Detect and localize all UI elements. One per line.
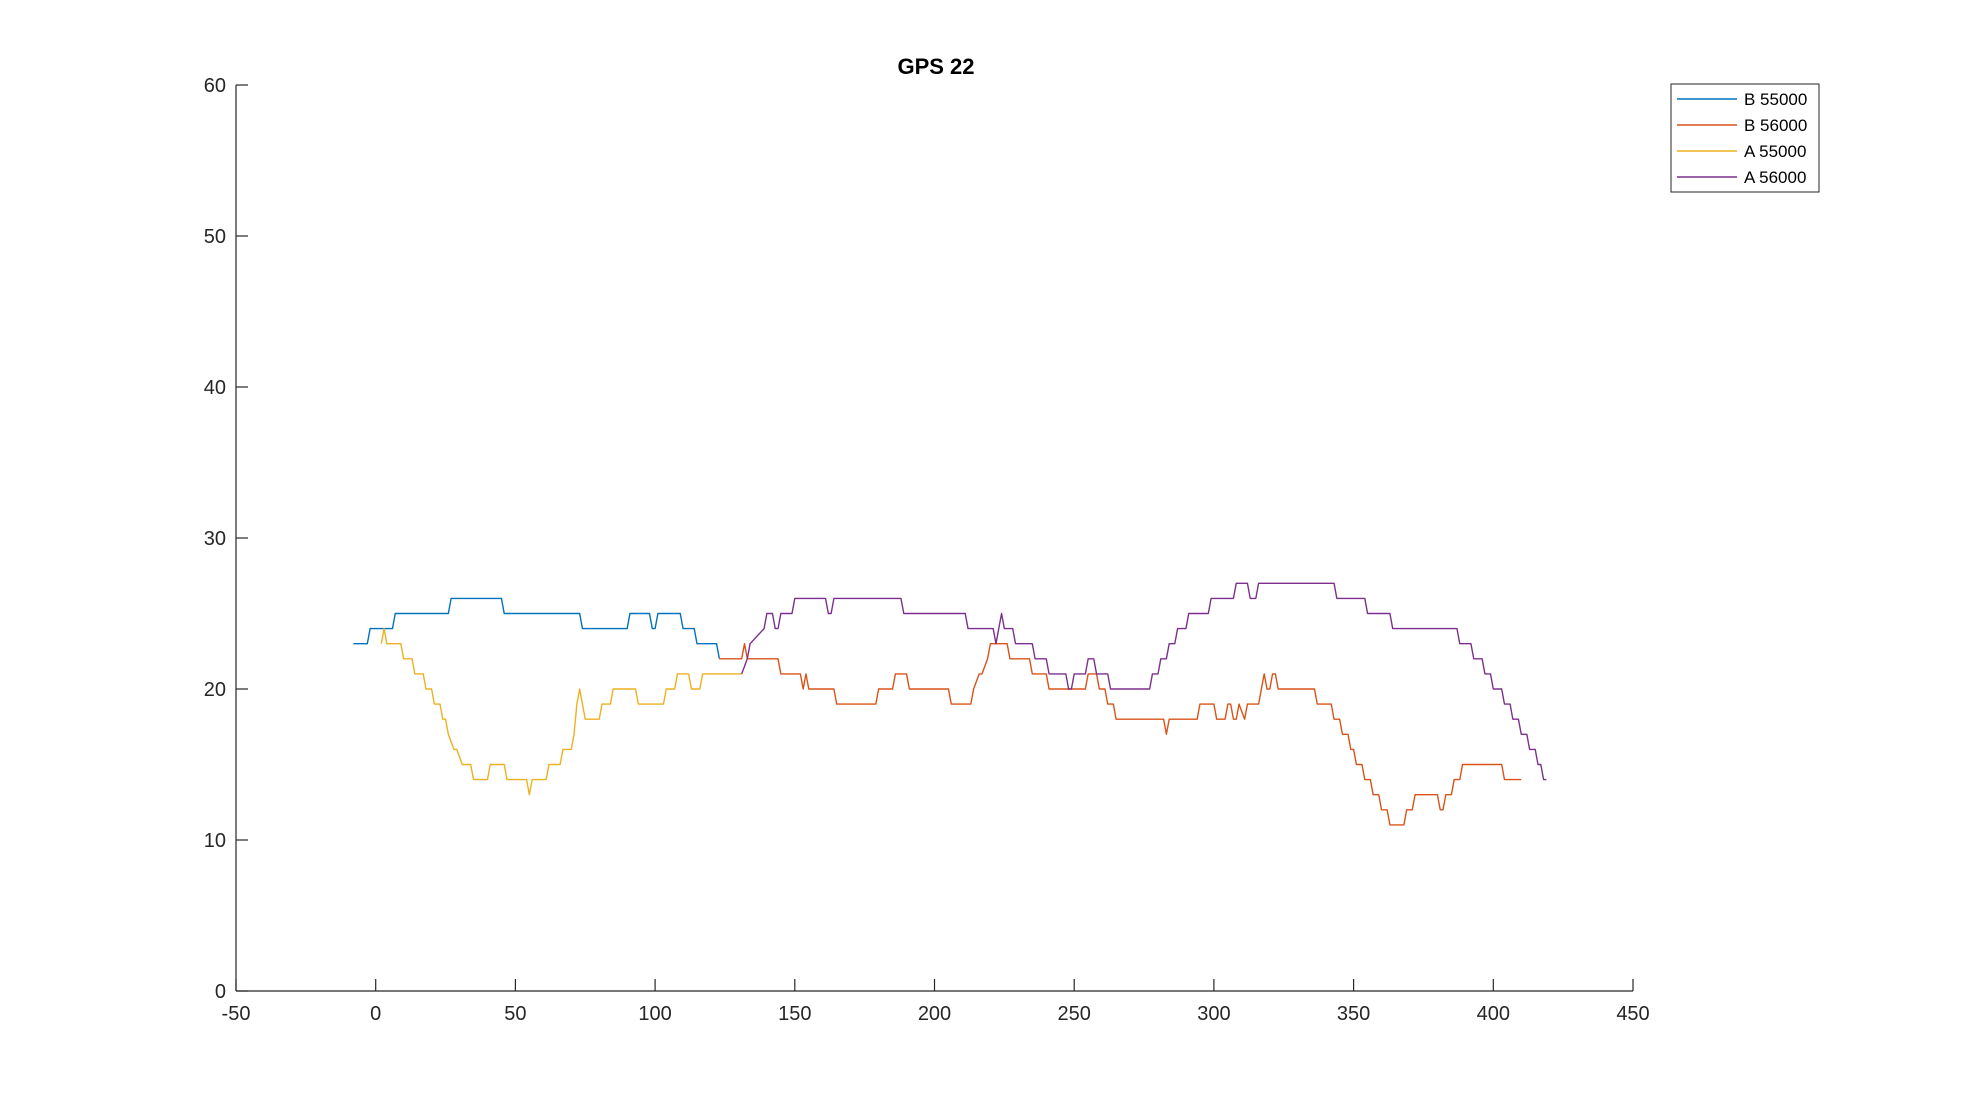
legend-label: B 55000 — [1744, 90, 1807, 109]
y-tick-label: 50 — [204, 226, 226, 248]
y-tick-label: 60 — [204, 75, 226, 97]
legend-label: B 56000 — [1744, 116, 1807, 135]
x-tick-label: 0 — [370, 1003, 381, 1025]
x-tick-label: 200 — [918, 1003, 951, 1025]
x-tick-label: 400 — [1477, 1003, 1510, 1025]
series-line-4 — [741, 582, 1547, 781]
y-tick-label: 0 — [215, 981, 226, 1003]
y-tick-label: 20 — [204, 679, 226, 701]
y-tick-label: 30 — [204, 528, 226, 550]
legend-label: A 56000 — [1744, 168, 1806, 187]
x-tick-label: 450 — [1616, 1003, 1649, 1025]
legend-box — [1670, 83, 1820, 193]
series-line-2 — [719, 643, 1522, 826]
legend: B 55000 B 56000 A 55000 A 56000 — [1670, 83, 1820, 193]
x-tick-label: 100 — [638, 1003, 671, 1025]
chart-title: GPS 22 — [897, 54, 974, 79]
series-line-3 — [380, 627, 742, 796]
series-line-1 — [353, 597, 721, 659]
x-tick-label: 150 — [778, 1003, 811, 1025]
x-tick-label: 50 — [504, 1003, 526, 1025]
x-tick-label: 250 — [1058, 1003, 1091, 1025]
y-tick-label: 40 — [204, 377, 226, 399]
axes: -50 0 50 100 150 200 250 300 350 400 4500102030405… — [204, 75, 1650, 1025]
x-tick-label: -50 — [222, 1003, 251, 1025]
x-tick-label: 350 — [1337, 1003, 1370, 1025]
x-tick-label: 300 — [1197, 1003, 1230, 1025]
legend-label: A 55000 — [1744, 142, 1806, 161]
series-layer — [353, 582, 1547, 826]
y-tick-label: 10 — [204, 830, 226, 852]
